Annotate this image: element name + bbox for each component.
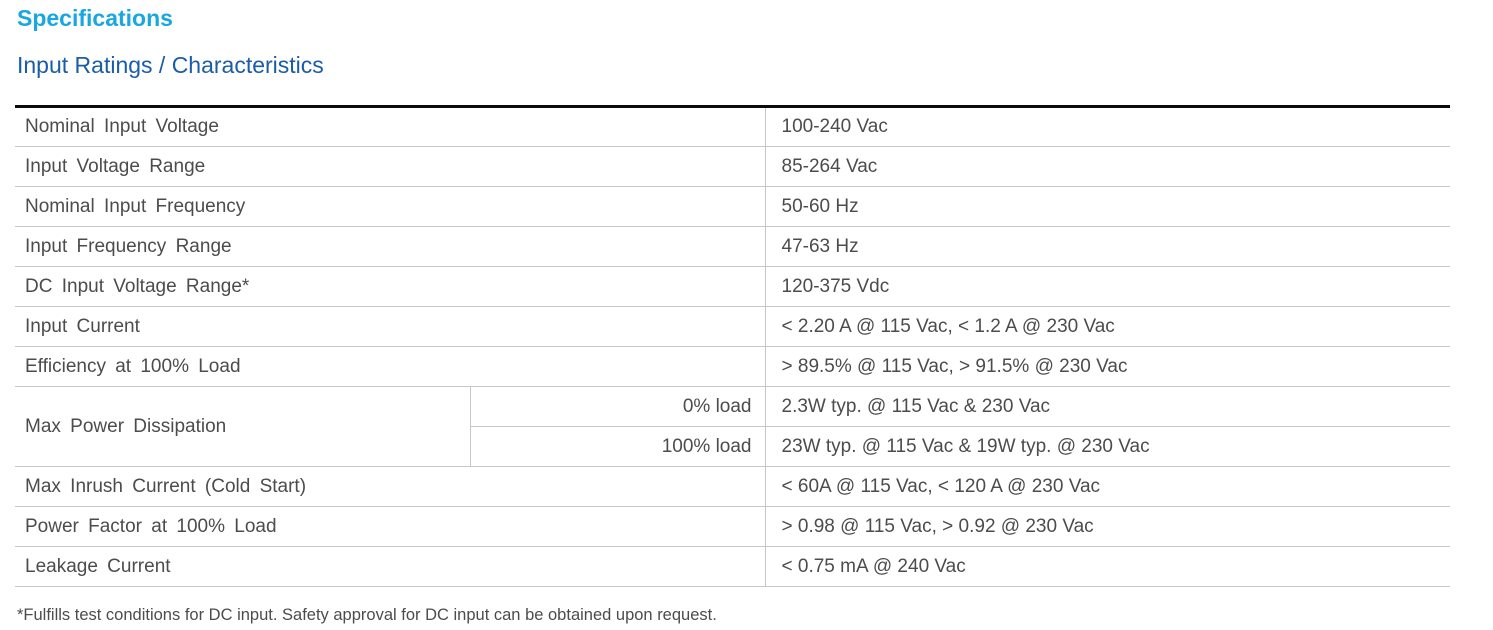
spec-value: > 89.5% @ 115 Vac, > 91.5% @ 230 Vac [764, 346, 1450, 387]
table-row: Leakage Current < 0.75 mA @ 240 Vac [15, 546, 1450, 587]
spec-value: 100-240 Vac [764, 106, 1450, 147]
table-row: Input Frequency Range 47-63 Hz [15, 226, 1450, 267]
spec-label: Input Frequency Range [15, 226, 765, 267]
table-row: Input Voltage Range 85-264 Vac [15, 146, 1450, 187]
spec-value: 47-63 Hz [764, 226, 1450, 267]
spec-value: 23W typ. @ 115 Vac & 19W typ. @ 230 Vac [764, 426, 1450, 467]
spec-label: Nominal Input Frequency [15, 186, 765, 227]
spec-label: Efficiency at 100% Load [15, 346, 765, 387]
table-row: DC Input Voltage Range* 120-375 Vdc [15, 266, 1450, 307]
table-row: Nominal Input Voltage 100-240 Vac [15, 106, 1450, 147]
spec-label: Input Voltage Range [15, 146, 765, 187]
table-row: Max Inrush Current (Cold Start) < 60A @ … [15, 466, 1450, 507]
table-row: Input Current < 2.20 A @ 115 Vac, < 1.2 … [15, 306, 1450, 347]
spec-value: 2.3W typ. @ 115 Vac & 230 Vac [764, 386, 1450, 427]
table-row: Efficiency at 100% Load > 89.5% @ 115 Va… [15, 346, 1450, 387]
table-row: 100% load 23W typ. @ 115 Vac & 19W typ. … [15, 426, 1450, 467]
spec-value: < 60A @ 115 Vac, < 120 A @ 230 Vac [764, 466, 1450, 507]
section-subtitle: Input Ratings / Characteristics [17, 52, 324, 78]
spec-label: DC Input Voltage Range* [15, 266, 765, 307]
spec-value: 120-375 Vdc [764, 266, 1450, 307]
table-row: Power Factor at 100% Load > 0.98 @ 115 V… [15, 506, 1450, 547]
spec-value: > 0.98 @ 115 Vac, > 0.92 @ 230 Vac [764, 506, 1450, 547]
spec-label: Max Inrush Current (Cold Start) [15, 466, 765, 507]
spec-label: Max Power Dissipation [15, 386, 470, 467]
specifications-page: Specifications Input Ratings / Character… [0, 4, 1493, 625]
spec-value: < 2.20 A @ 115 Vac, < 1.2 A @ 230 Vac [764, 306, 1450, 347]
spec-table: Nominal Input Voltage 100-240 Vac Input … [15, 105, 1450, 587]
spec-label: Nominal Input Voltage [15, 106, 765, 147]
footnote: *Fulfills test conditions for DC input. … [17, 606, 717, 624]
spec-condition: 0% load [469, 386, 765, 427]
table-row: Nominal Input Frequency 50-60 Hz [15, 186, 1450, 227]
spec-label: Leakage Current [15, 546, 765, 587]
table-row: Max Power Dissipation 0% load 2.3W typ. … [15, 386, 1450, 467]
spec-value: 50-60 Hz [764, 186, 1450, 227]
spec-label: Input Current [15, 306, 765, 347]
page-title: Specifications [17, 5, 173, 31]
spec-value: 85-264 Vac [764, 146, 1450, 187]
spec-label: Power Factor at 100% Load [15, 506, 765, 547]
spec-value: < 0.75 mA @ 240 Vac [764, 546, 1450, 587]
spec-condition: 100% load [469, 426, 765, 467]
